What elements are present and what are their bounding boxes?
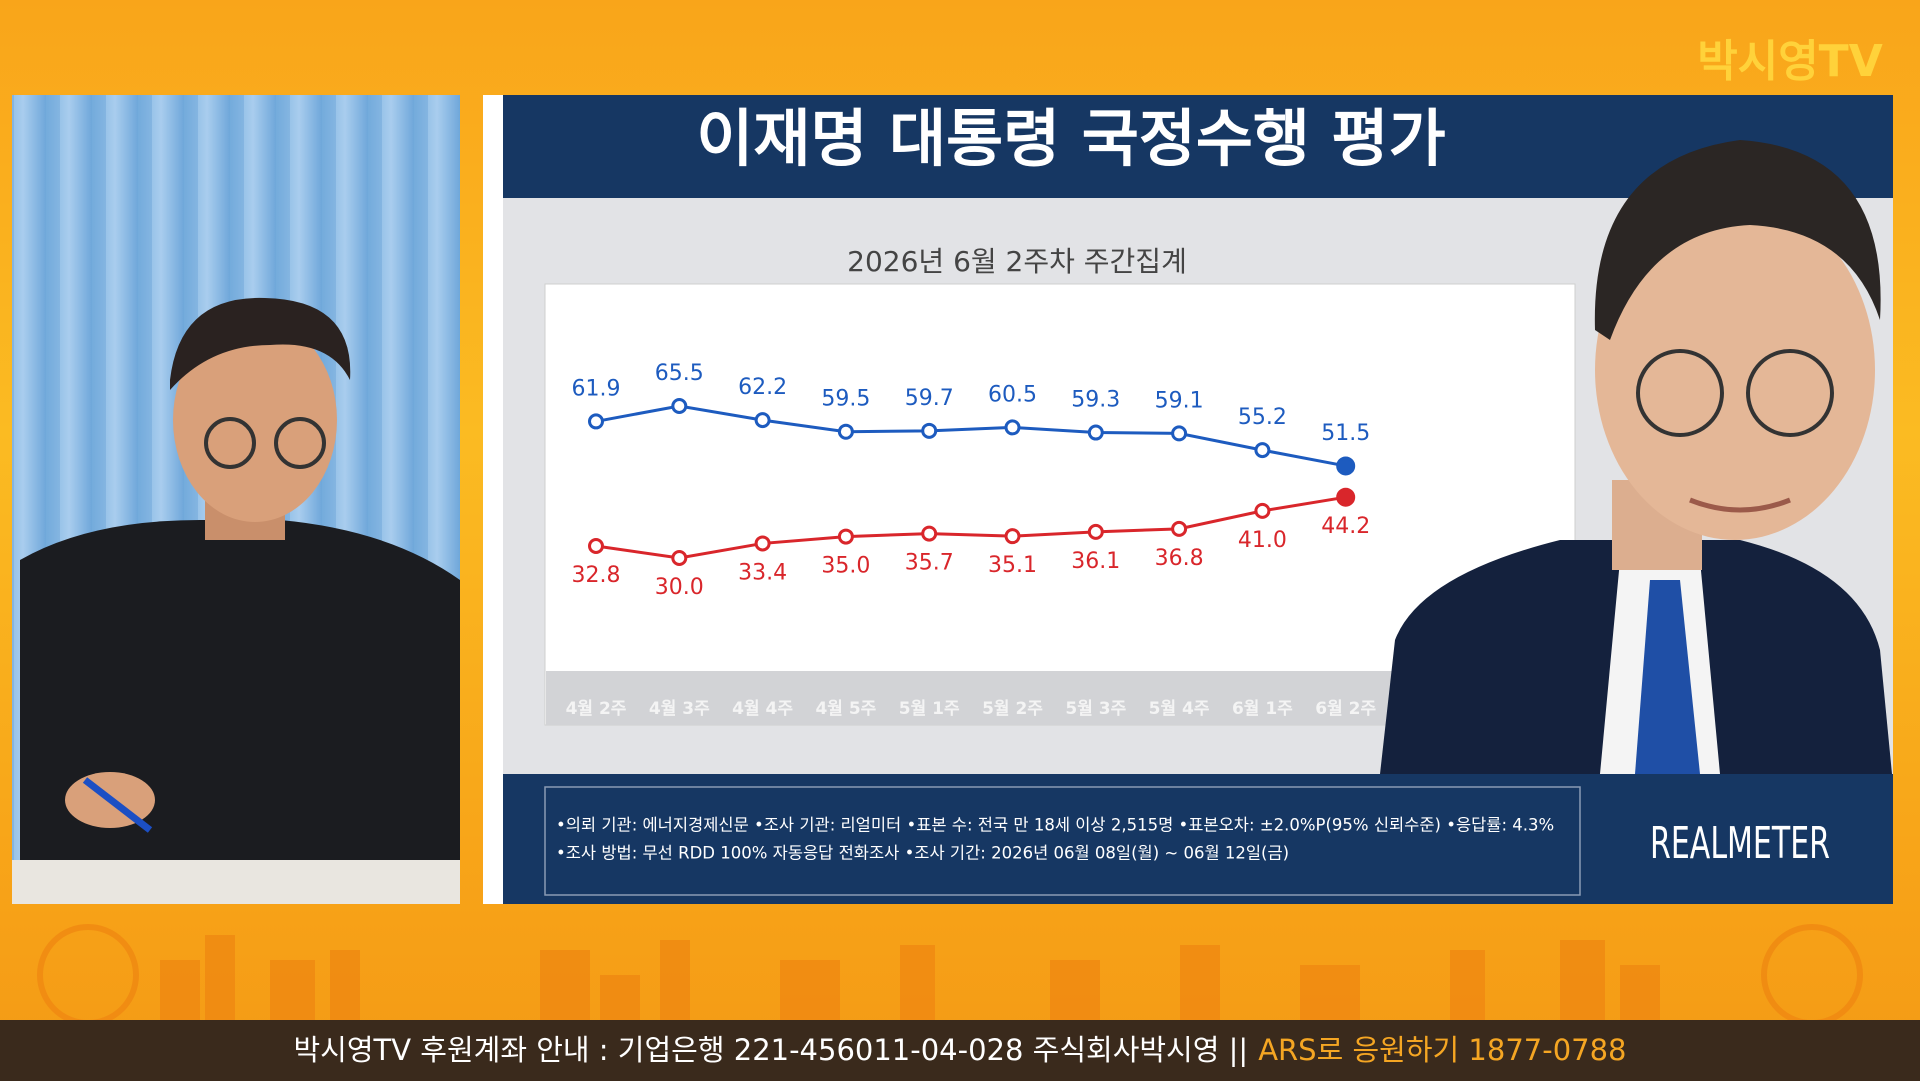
data-point [1336, 456, 1356, 476]
ticker-account: 박시영TV 후원계좌 안내 : 기업은행 221-456011-04-028 주… [293, 1033, 1249, 1067]
skyline [37, 924, 1863, 1020]
data-point [1087, 523, 1104, 540]
data-point [671, 550, 688, 566]
ticker-ars: ARS로 응원하기 1877-0788 [1258, 1033, 1627, 1067]
data-label: 35.7 [905, 551, 954, 576]
data-point [837, 423, 854, 440]
data-point [588, 538, 604, 555]
data-label: 62.2 [738, 375, 787, 400]
data-label: 32.8 [572, 563, 621, 588]
data-point [1004, 419, 1021, 436]
data-label: 55.2 [1238, 405, 1287, 430]
x-tick-label: 4월 4주 [732, 699, 793, 719]
data-point [754, 535, 771, 552]
x-tick-label: 6월 1주 [1232, 699, 1293, 719]
data-point [588, 413, 604, 430]
data-label: 30.0 [655, 575, 704, 600]
footnote-box [544, 786, 1581, 896]
data-label: 35.0 [821, 554, 870, 579]
slide-title: 이재명 대통령 국정수행 평가 [696, 102, 1445, 175]
data-label: 59.1 [1155, 388, 1204, 413]
ticker: 박시영TV 후원계좌 안내 : 기업은행 221-456011-04-028 주… [0, 1020, 1920, 1081]
x-tick-label: 5월 2주 [982, 699, 1043, 719]
portrait [1380, 140, 1892, 774]
data-point [837, 528, 854, 545]
data-point [921, 525, 938, 542]
camera-panel [12, 95, 460, 904]
x-tick-label: 4월 5주 [815, 699, 876, 719]
data-label: 59.3 [1071, 388, 1120, 413]
series-line [595, 495, 1346, 560]
footnote: •조사 방법: 무선 RDD 100% 자동응답 전화조사 •조사 기간: 20… [556, 844, 1289, 863]
data-point [1171, 520, 1188, 537]
data-point [754, 412, 771, 429]
data-label: 35.1 [988, 553, 1037, 578]
x-tick-label: 5월 3주 [1065, 699, 1126, 719]
brand-logo: 박시영TV [1697, 36, 1883, 87]
x-tick-label: 4월 3주 [649, 699, 710, 719]
data-label: 61.9 [572, 376, 621, 401]
data-label: 33.4 [738, 560, 787, 585]
data-label: 41.0 [1238, 528, 1287, 553]
data-label: 36.1 [1071, 549, 1120, 574]
data-point [921, 422, 938, 439]
data-label: 51.5 [1321, 421, 1370, 446]
data-point [1254, 442, 1271, 459]
data-label: 59.7 [905, 386, 954, 411]
x-tick-label: 6월 2주 [1315, 699, 1376, 719]
plot: 4월 2주 4월 3주 4월 4주 4월 5주 5월 1주 5월 2주 5월 3주 5월 4주… [566, 361, 1377, 719]
data-label: 65.5 [655, 361, 704, 386]
footnote: •의뢰 기관: 에너지경제신문 •조사 기관: 리얼미터 •표본 수: 전국 만… [556, 816, 1554, 835]
info-band [503, 774, 1893, 904]
series-line [595, 404, 1346, 468]
data-label: 36.8 [1155, 546, 1204, 571]
data-label: 44.2 [1321, 514, 1370, 539]
x-tick-label: 5월 1주 [899, 699, 960, 719]
data-point [1087, 424, 1104, 441]
x-tick-label: 5월 4주 [1149, 699, 1210, 719]
x-tick-label: 4월 2주 [566, 699, 627, 719]
data-point [1171, 425, 1188, 442]
data-label: 59.5 [821, 387, 870, 412]
data-point [1004, 528, 1021, 545]
data-label: 60.5 [988, 382, 1037, 407]
data-point [1254, 502, 1271, 519]
realmeter-logo: REALMETER [1650, 818, 1830, 869]
data-point [1336, 487, 1356, 507]
scene: 박시영TV 이재명 대통령 국정수행 평가 2026년 6월 2주차 주간집계 … [12, 36, 1893, 1020]
data-point [671, 398, 688, 414]
chart-title: 2026년 6월 2주차 주간집계 [847, 245, 1187, 278]
